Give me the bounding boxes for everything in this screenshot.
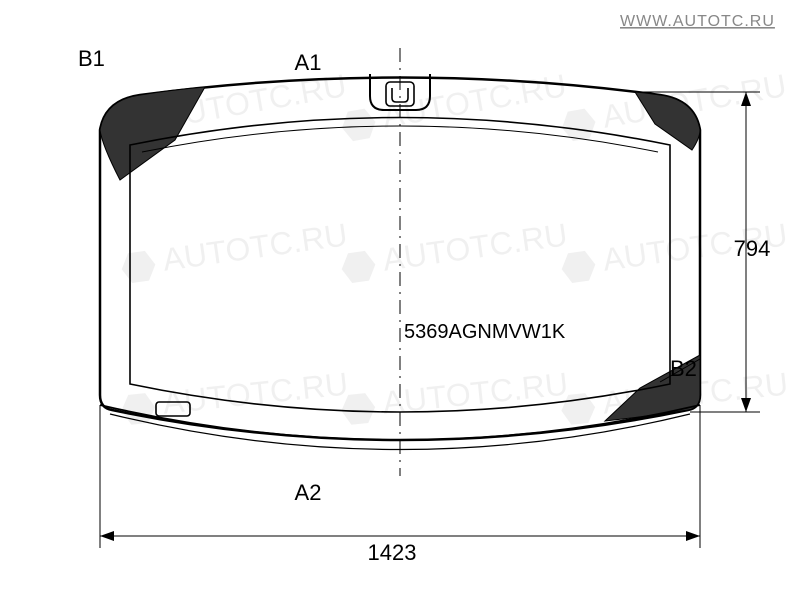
watermark: AUTOTC.RU	[339, 216, 570, 284]
label-b1: B1	[78, 46, 105, 71]
label-a1: A1	[295, 50, 322, 75]
dimension-width-value: 1423	[368, 540, 417, 565]
dimension-width	[100, 405, 700, 548]
source-url: WWW.AUTOTC.RU	[620, 13, 775, 30]
watermark: AUTOTC.RU	[119, 216, 350, 284]
svg-text:AUTOTC.RU: AUTOTC.RU	[380, 216, 569, 278]
dimension-height-value: 794	[734, 236, 771, 261]
svg-text:AUTOTC.RU: AUTOTC.RU	[160, 216, 349, 278]
watermark: AUTOTC.RU	[339, 366, 570, 426]
label-a2: A2	[295, 480, 322, 505]
svg-text:AUTOTC.RU: AUTOTC.RU	[161, 366, 350, 421]
part-number: 5369AGNMVW1K	[404, 321, 566, 343]
label-b2: B2	[670, 356, 697, 381]
